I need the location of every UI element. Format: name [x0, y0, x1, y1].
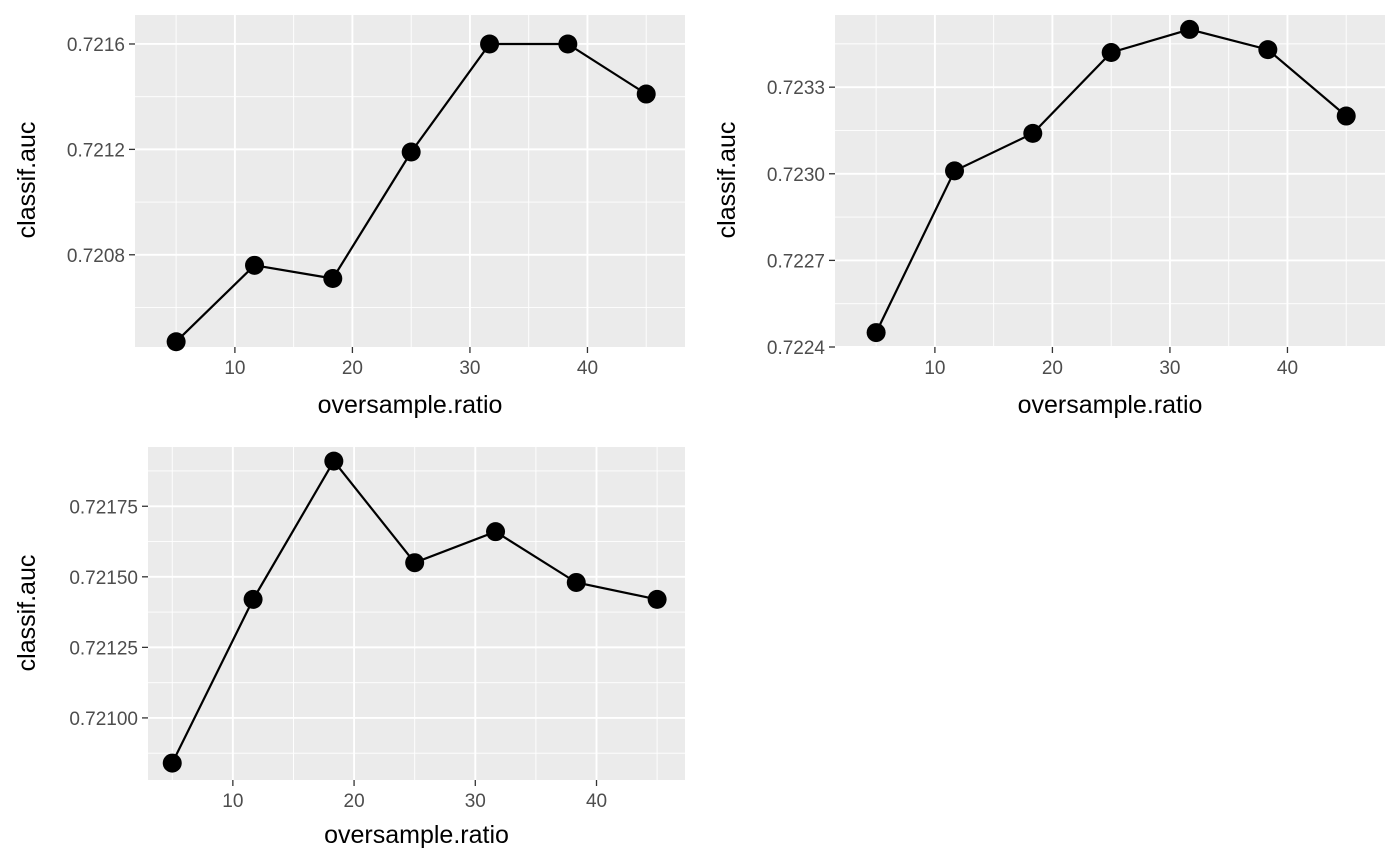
y-tick-label: 0.7233 — [767, 78, 825, 99]
y-tick-label: 0.72175 — [69, 497, 138, 518]
y-tick-label: 0.7208 — [67, 246, 125, 267]
chart-bottom-left: 10 20 30 40 0.72100 0.72125 0.72150 0.72175 over… — [13, 447, 685, 849]
y-axis-title: classif.auc — [13, 122, 41, 239]
data-point — [558, 34, 578, 54]
x-axis-title: oversample.ratio — [318, 391, 503, 419]
y-tick-label: 0.72150 — [69, 568, 138, 589]
data-point — [1180, 19, 1200, 39]
panel-background — [135, 15, 685, 347]
x-tick-label: 30 — [1159, 358, 1180, 379]
y-tick-label: 0.7230 — [767, 165, 825, 186]
data-point — [401, 142, 421, 162]
data-point — [1258, 40, 1278, 60]
data-point — [1023, 123, 1043, 143]
data-point — [486, 522, 506, 542]
chart-top-left: 10 20 30 40 0.7208 0.7212 0.7216 oversample.rat… — [13, 15, 685, 419]
data-point — [1101, 43, 1121, 63]
x-tick-label: 20 — [342, 358, 363, 379]
panel-background — [148, 447, 685, 780]
y-tick-label: 0.72125 — [69, 638, 138, 659]
data-point — [324, 451, 344, 471]
x-tick-label: 10 — [924, 358, 945, 379]
data-point — [166, 332, 186, 352]
data-point — [243, 589, 263, 609]
x-tick-label: 20 — [1042, 358, 1063, 379]
data-point — [405, 553, 425, 573]
x-tick-label: 40 — [586, 791, 607, 812]
data-point — [866, 323, 886, 343]
x-axis-title: oversample.ratio — [1018, 391, 1203, 419]
panel-background — [835, 15, 1385, 347]
data-point — [647, 589, 667, 609]
data-point — [480, 34, 500, 54]
x-tick-label: 20 — [344, 791, 365, 812]
y-tick-label: 0.7227 — [767, 251, 825, 272]
chart-top-right: 10 20 30 40 0.7224 0.7227 0.7230 0.7233 oversamp… — [713, 15, 1385, 419]
data-point — [566, 572, 586, 592]
x-tick-label: 40 — [577, 358, 598, 379]
x-tick-label: 10 — [224, 358, 245, 379]
x-axis-title: oversample.ratio — [324, 821, 509, 849]
y-axis-title: classif.auc — [713, 122, 741, 239]
y-tick-label: 0.7216 — [67, 35, 125, 56]
data-point — [245, 255, 265, 275]
data-point — [636, 84, 656, 104]
data-point — [323, 268, 343, 288]
x-tick-label: 40 — [1277, 358, 1298, 379]
data-point — [945, 161, 965, 181]
data-point — [1336, 106, 1356, 126]
data-point — [162, 753, 182, 773]
y-tick-label: 0.72100 — [69, 709, 138, 730]
y-tick-label: 0.7212 — [67, 140, 125, 161]
y-axis-title: classif.auc — [13, 555, 41, 672]
x-tick-label: 10 — [222, 791, 243, 812]
x-tick-label: 30 — [459, 358, 480, 379]
y-tick-label: 0.7224 — [767, 338, 826, 359]
x-tick-label: 30 — [465, 791, 486, 812]
